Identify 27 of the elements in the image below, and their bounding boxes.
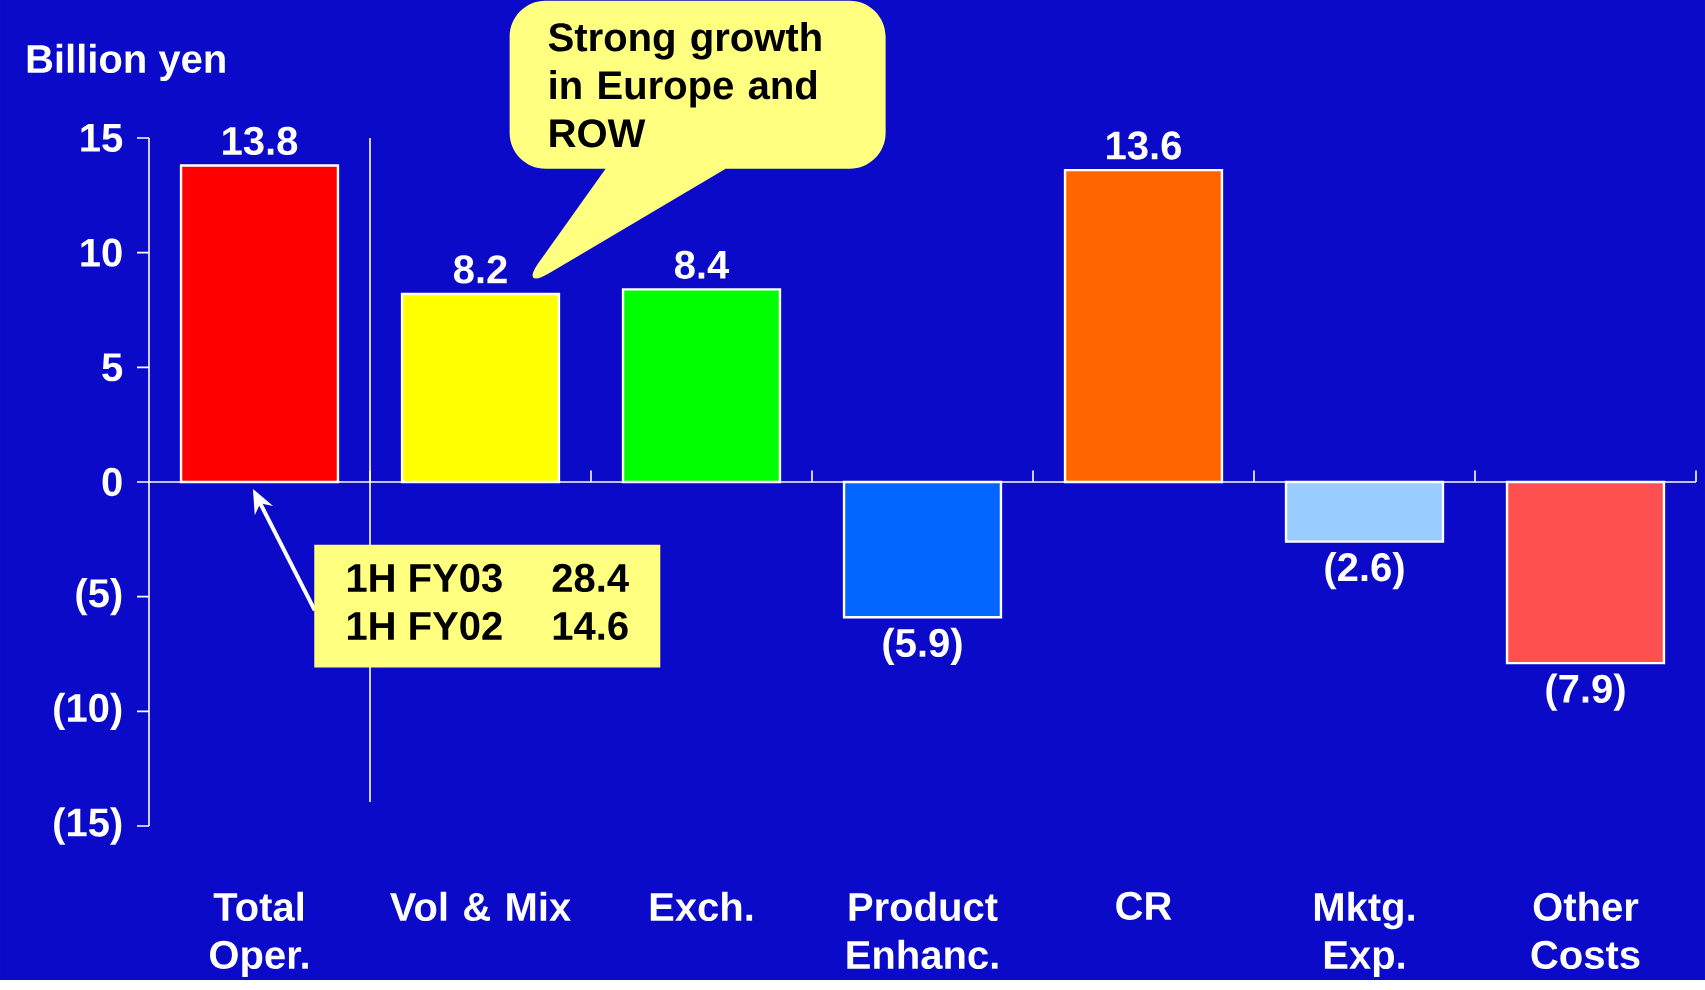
- y-axis-title: Billion yen: [27, 43, 225, 81]
- x-tick-label: Other Costs: [1531, 891, 1640, 969]
- y-tick-label: (10): [54, 692, 122, 730]
- x-tick-label: Vol & Mix: [390, 891, 571, 921]
- x-tick-label: CR: [1116, 891, 1172, 920]
- y-tick-label: (5): [76, 577, 122, 616]
- data-label: 8.4: [674, 250, 730, 279]
- annotation: Strong growth in Europe and ROW: [548, 21, 821, 148]
- x-tick-label: Total Oper.: [210, 891, 308, 977]
- y-tick-label: 5: [102, 353, 123, 382]
- y-tick-label: 15: [81, 123, 123, 152]
- y-tick-label: 0: [102, 467, 122, 496]
- x-tick-label: Product Enhanc.: [847, 891, 998, 969]
- data-label: 13.8: [223, 126, 298, 155]
- data-label: 8.2: [453, 255, 507, 284]
- data-label: (7.9): [1546, 673, 1625, 711]
- y-tick-label: (15): [54, 807, 122, 845]
- data-label: (5.9): [883, 627, 962, 665]
- data-label: (2.6): [1325, 551, 1404, 590]
- annotation: 14.6: [553, 611, 628, 640]
- annotation: 1H FY02: [347, 611, 502, 640]
- x-tick-label: Mktg. Exp.: [1314, 891, 1414, 977]
- data-label: 13.6: [1107, 131, 1181, 160]
- y-tick-label: 10: [81, 238, 122, 267]
- annotation: 28.4: [552, 563, 629, 592]
- x-tick-label: Exch.: [650, 891, 753, 921]
- annotation: 1H FY03: [347, 563, 502, 592]
